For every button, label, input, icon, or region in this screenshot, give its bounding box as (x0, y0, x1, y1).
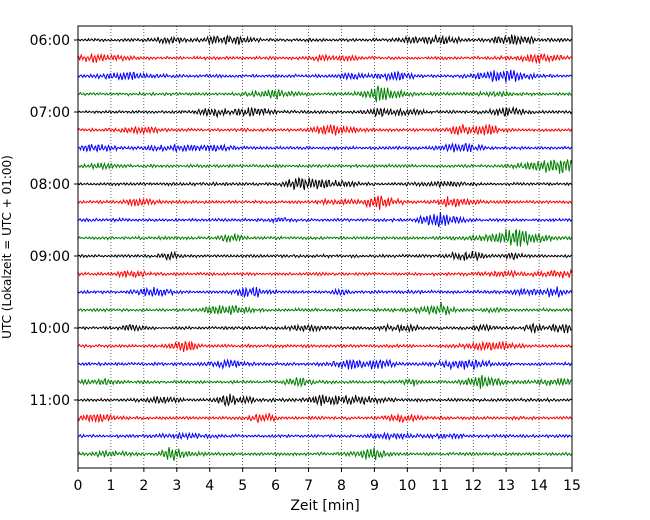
x-tick-label: 8 (337, 478, 346, 494)
seismic-trace (77, 340, 573, 353)
seismic-trace (77, 302, 573, 316)
x-tick-label: 11 (431, 478, 449, 494)
y-tick-label: 06:00 (30, 33, 70, 49)
seismic-trace (77, 159, 573, 174)
x-tick-label: 0 (74, 478, 83, 494)
axes (74, 25, 573, 472)
x-tick-label: 13 (497, 478, 515, 494)
seismic-trace (77, 195, 572, 210)
seismic-trace (77, 228, 573, 247)
seismic-trace (77, 176, 573, 191)
seismic-trace (77, 69, 573, 83)
seismic-trace (77, 358, 573, 371)
seismic-trace (77, 431, 572, 441)
plot-frame (77, 25, 573, 469)
seismic-trace (77, 52, 572, 65)
seismic-trace (77, 105, 573, 119)
seismic-trace (77, 34, 572, 46)
seismic-trace (77, 286, 573, 299)
seismic-trace (77, 85, 572, 103)
y-tick-label: 07:00 (30, 105, 70, 121)
seismic-trace (77, 322, 572, 334)
y-tick-label: 08:00 (30, 177, 70, 193)
seismic-trace (77, 268, 573, 279)
x-tick-label: 14 (530, 478, 548, 494)
seismic-trace (77, 393, 572, 407)
y-tick-label: 09:00 (30, 249, 70, 265)
x-tick-label: 4 (205, 478, 214, 494)
y-axis-label: UTC (Lokalzeit = UTC + 01:00) (0, 155, 14, 339)
x-tick-label: 6 (271, 478, 280, 494)
x-tick-label: 15 (563, 478, 581, 494)
y-tick-labels: 06:00 07:00 08:00 09:00 10:00 11:00 (30, 33, 70, 409)
seismic-trace (77, 250, 572, 262)
x-tick-labels: 0 1 2 3 4 5 6 7 8 9 10 11 12 13 14 15 (74, 478, 581, 494)
x-axis-label: Zeit [min] (290, 498, 359, 514)
x-tick-label: 1 (106, 478, 115, 494)
seismic-trace (77, 374, 572, 389)
x-tick-label: 12 (464, 478, 482, 494)
y-tick-label: 10:00 (30, 321, 70, 337)
seismic-trace (77, 446, 573, 461)
x-tick-label: 9 (370, 478, 379, 494)
trace-group (77, 34, 573, 461)
y-tick-label: 11:00 (30, 393, 70, 409)
seismic-trace (77, 123, 573, 136)
seismic-trace (77, 412, 573, 424)
x-tick-label: 10 (398, 478, 416, 494)
seismic-trace (77, 211, 573, 228)
x-tick-label: 2 (139, 478, 148, 494)
seismic-trace (77, 142, 572, 153)
x-tick-label: 7 (304, 478, 313, 494)
x-tick-label: 3 (172, 478, 181, 494)
x-tick-label: 5 (238, 478, 247, 494)
